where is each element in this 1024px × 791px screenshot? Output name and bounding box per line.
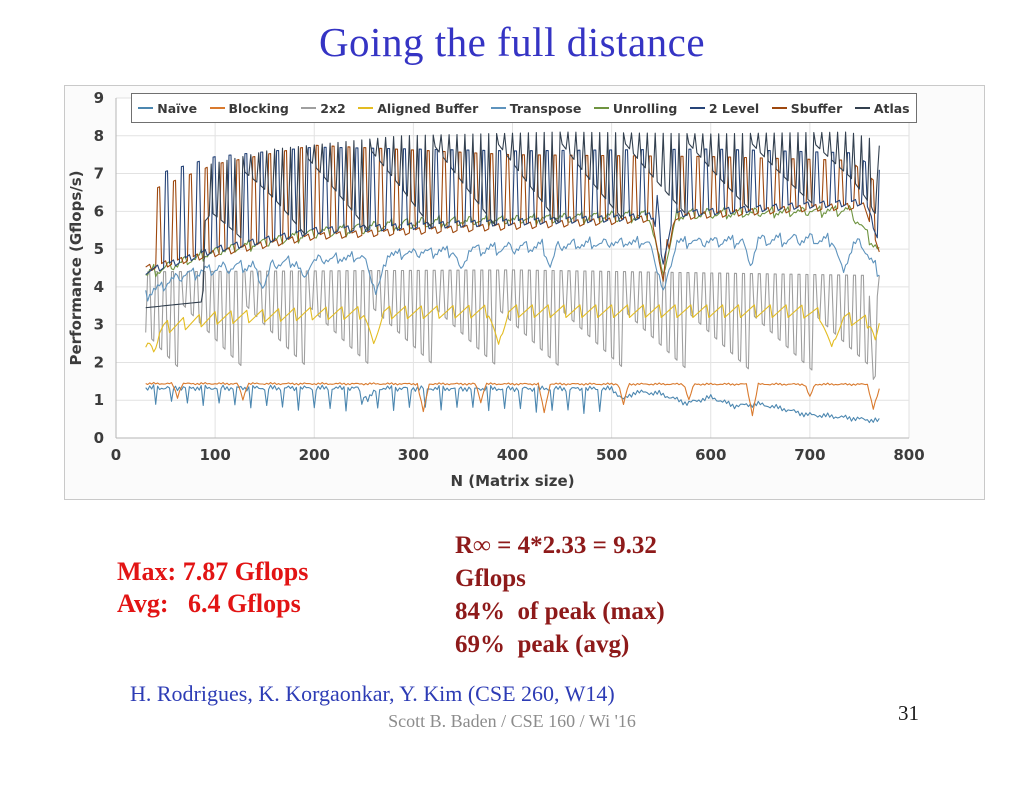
y-axis-label: Performance (Gflops/s) — [67, 170, 85, 365]
y-tick-label: 8 — [94, 127, 104, 145]
legend-label-transpose: Transpose — [509, 100, 582, 116]
max-gflops-line: Max: 7.87 Gflops — [117, 557, 309, 586]
page-number: 31 — [898, 701, 919, 725]
rinf-line: R∞ = 4*2.33 = 9.32 — [455, 532, 657, 559]
y-tick-label: 7 — [94, 165, 104, 183]
y-tick-label: 5 — [94, 240, 104, 258]
legend-item-unrolling: Unrolling — [593, 100, 678, 116]
student-credit: H. Rodrigues, K. Korgaonkar, Y. Kim (CSE… — [130, 681, 615, 706]
legend-item-aligned-buffer: Aligned Buffer — [358, 101, 478, 116]
legend-swatch-unrolling — [593, 107, 609, 109]
course-footer: Scott B. Baden / CSE 160 / Wi '16 — [388, 711, 636, 731]
y-tick-label: 2 — [94, 353, 104, 371]
peak-performance-text: R∞ = 4*2.33 = 9.32 Gflops 84% of peak (m… — [455, 529, 665, 661]
y-tick-label: 1 — [94, 391, 104, 409]
series-line-transpose — [145, 232, 880, 302]
chart-legend: Naïve Blocking 2x2 Aligned Buffer Transpose U… — [131, 93, 917, 123]
x-tick-label: 600 — [695, 446, 726, 464]
series-line-2x2 — [145, 269, 880, 380]
legend-label-sbuffer: Sbuffer — [790, 100, 843, 116]
legend-swatch-sbuffer — [771, 107, 787, 109]
legend-swatch-naive — [138, 107, 154, 109]
legend-label-naive: Naïve — [157, 100, 198, 116]
y-tick-label: 4 — [94, 278, 104, 296]
legend-swatch-transpose — [490, 107, 506, 109]
series-line-atlas — [145, 131, 880, 309]
legend-item-sbuffer: Sbuffer — [771, 100, 843, 116]
legend-label-unrolling: Unrolling — [612, 100, 678, 116]
series-line-2-level — [145, 146, 880, 276]
legend-label-2x2: 2x2 — [320, 100, 346, 116]
legend-swatch-blocking — [209, 107, 225, 109]
legend-label-aligned-buffer: Aligned Buffer — [377, 100, 479, 116]
legend-item-2x2: 2x2 — [301, 100, 346, 116]
legend-swatch-2-level — [689, 107, 705, 109]
legend-swatch-atlas — [854, 107, 870, 109]
legend-label-blocking: Blocking — [228, 100, 289, 116]
y-tick-label: 3 — [94, 316, 104, 334]
pct-peak-max-line: 84% of peak (max) — [455, 598, 665, 625]
x-tick-label: 800 — [893, 446, 924, 464]
x-tick-label: 400 — [497, 446, 528, 464]
measured-performance-text: Max: 7.87 Gflops Avg: 6.4 Gflops — [117, 556, 308, 620]
chart-plot-area: 0 1 2 3 4 5 6 7 8 9 0 100 200 300 400 500 600 700 800 N (Ma… — [67, 89, 925, 490]
performance-chart: Naïve Blocking 2x2 Aligned Buffer Transpose U… — [64, 85, 985, 500]
x-tick-label: 500 — [596, 446, 627, 464]
series-line-naive — [145, 384, 880, 424]
y-tick-label: 6 — [94, 202, 104, 220]
legend-item-2-level: 2 Level — [689, 100, 760, 116]
x-tick-label: 0 — [111, 446, 121, 464]
y-tick-label: 9 — [94, 89, 104, 107]
legend-item-blocking: Blocking — [209, 100, 289, 116]
avg-gflops-line: Avg: 6.4 Gflops — [117, 589, 301, 618]
series-line-blocking — [145, 381, 880, 417]
legend-item-transpose: Transpose — [490, 100, 582, 116]
gflops-line: Gflops — [455, 565, 526, 592]
legend-swatch-aligned-buffer — [358, 107, 374, 109]
x-tick-label: 300 — [398, 446, 429, 464]
x-axis-label: N (Matrix size) — [450, 472, 574, 490]
x-tick-label: 100 — [199, 446, 230, 464]
legend-label-atlas: Atlas — [873, 100, 910, 116]
x-tick-label: 700 — [794, 446, 825, 464]
slide-title: Going the full distance — [318, 19, 706, 65]
legend-item-naive: Naïve — [138, 101, 197, 116]
x-tick-label: 200 — [299, 446, 330, 464]
y-tick-label: 0 — [94, 429, 104, 447]
series-line-aligned-buffer — [145, 304, 880, 353]
legend-label-2-level: 2 Level — [708, 100, 760, 116]
legend-item-atlas: Atlas — [854, 100, 910, 116]
pct-peak-avg-line: 69% peak (avg) — [455, 631, 630, 658]
legend-swatch-2x2 — [301, 107, 317, 109]
